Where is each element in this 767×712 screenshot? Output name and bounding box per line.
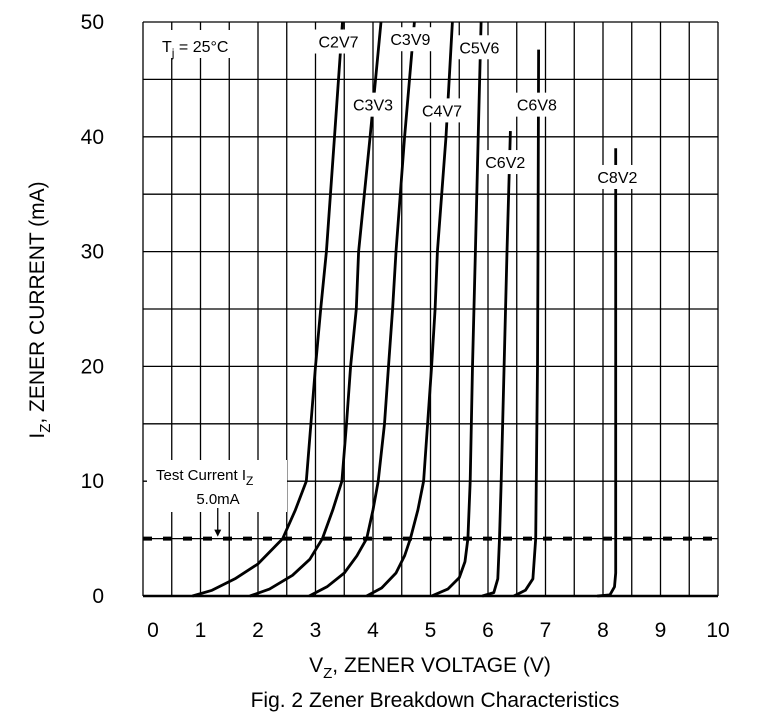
- x-tick-labels: 0 1 2 3 4 5 6 7 8 9 10: [147, 619, 730, 642]
- x-tick-label: 0: [147, 619, 159, 642]
- curve-label-bg: [480, 150, 531, 175]
- x-tick-label: 5: [425, 619, 437, 642]
- test-current-label: Test Current I: [156, 467, 246, 484]
- y-label-main: I: [26, 433, 49, 439]
- curve-c2v7: [192, 21, 344, 598]
- y-tick-label: 10: [81, 470, 104, 493]
- test-current-value: 5.0mA: [196, 491, 239, 508]
- x-axis-label: VZ, ZENER VOLTAGE (V): [309, 654, 551, 682]
- temperature-note: Tj = 25°C: [156, 30, 248, 60]
- x-tick-label: 8: [597, 619, 609, 642]
- y-axis-label: IZ, ZENER CURRENT (mA): [26, 181, 54, 438]
- x-tick-label: 9: [655, 619, 667, 642]
- x-tick-label: 7: [540, 619, 552, 642]
- curves: [192, 21, 618, 598]
- curve-label-bg: [385, 27, 436, 52]
- y-tick-label: 30: [81, 241, 104, 264]
- x-tick-label: 10: [706, 619, 729, 642]
- curve-label: C6V8: [517, 98, 557, 115]
- x-label-main: V: [309, 654, 323, 677]
- curve-label: C6V2: [485, 155, 525, 172]
- curve-c5v6: [431, 21, 483, 598]
- curve-label-bg: [454, 35, 505, 60]
- y-tick-label: 50: [81, 11, 104, 34]
- curve-label: C3V9: [390, 32, 430, 49]
- svg-text:Tj = 25°C: Tj = 25°C: [162, 39, 228, 60]
- y-tick-label: 0: [92, 585, 104, 608]
- x-label-rest: , ZENER VOLTAGE (V): [332, 654, 551, 677]
- curve-label-bg: [511, 92, 562, 117]
- temp-sub: j: [171, 46, 175, 60]
- figure-caption: Fig. 2 Zener Breakdown Characteristics: [251, 689, 620, 712]
- x-tick-label: 2: [252, 619, 264, 642]
- curve-c4v7: [366, 21, 454, 598]
- curve-label: C2V7: [318, 35, 358, 52]
- curve-label: C4V7: [422, 103, 462, 120]
- curve-label-bg: [592, 164, 643, 189]
- curve-c6v8: [513, 49, 540, 598]
- x-label-sub: Z: [323, 665, 332, 682]
- x-tick-label: 6: [482, 619, 494, 642]
- curve-c3v3: [249, 21, 383, 598]
- test-current-sub: Z: [246, 474, 253, 488]
- curve-label: C3V3: [353, 98, 393, 115]
- curve-c8v2: [597, 148, 618, 598]
- test-current-annotation: Test Current IZ 5.0mA: [147, 460, 287, 537]
- x-tick-label: 3: [310, 619, 322, 642]
- y-label-sub: Z: [37, 424, 54, 433]
- curve-label: C8V2: [597, 170, 637, 187]
- curve-label-bg: [417, 98, 467, 123]
- y-label-rest: , ZENER CURRENT (mA): [26, 181, 49, 423]
- temp-rest: = 25°C: [174, 39, 228, 56]
- curve-label: C5V6: [459, 40, 499, 57]
- curve-c6v2: [481, 131, 512, 598]
- temp-main: T: [162, 39, 172, 56]
- curve-label-bg: [313, 29, 364, 54]
- x-tick-label: 4: [367, 619, 379, 642]
- curve-c3v9: [308, 21, 416, 598]
- svg-text:Test Current IZ: Test Current IZ: [156, 467, 253, 488]
- y-tick-label: 20: [81, 355, 104, 378]
- curve-label-bg: [348, 92, 398, 117]
- y-tick-label: 40: [81, 126, 104, 149]
- curve-labels: C2V7 C3V3 C3V9 C4V7 C5V6 C6V2 C6V8 C8V2: [313, 27, 643, 189]
- x-tick-label: 1: [195, 619, 207, 642]
- arrow-down-icon: [214, 529, 222, 537]
- y-tick-labels: 0 10 20 30 40 50: [81, 11, 104, 608]
